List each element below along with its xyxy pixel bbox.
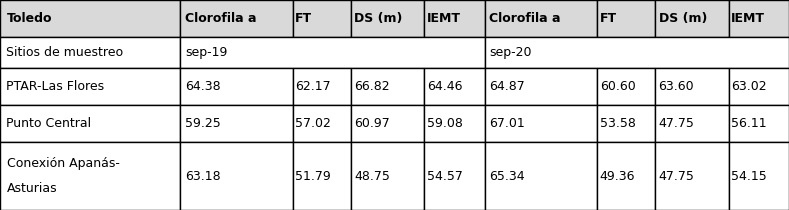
Bar: [484, 142, 596, 210]
Bar: [728, 68, 789, 105]
Text: Punto Central: Punto Central: [6, 117, 92, 130]
Bar: [424, 105, 484, 142]
Text: IEMT: IEMT: [731, 12, 765, 25]
Bar: [656, 0, 728, 37]
Bar: [0, 37, 181, 68]
Text: FT: FT: [600, 12, 617, 25]
Bar: [0, 142, 181, 210]
Text: 64.87: 64.87: [489, 80, 525, 93]
Text: Asturias: Asturias: [7, 182, 58, 195]
Text: 63.02: 63.02: [731, 80, 767, 93]
Text: 63.60: 63.60: [659, 80, 694, 93]
Text: 57.02: 57.02: [295, 117, 331, 130]
Text: 54.15: 54.15: [731, 169, 767, 182]
Text: Clorofila a: Clorofila a: [489, 12, 560, 25]
Bar: [181, 105, 293, 142]
Text: IEMT: IEMT: [427, 12, 461, 25]
Text: Conexión Apanás-: Conexión Apanás-: [7, 157, 120, 170]
Text: Toledo: Toledo: [6, 12, 52, 25]
Bar: [293, 105, 351, 142]
Bar: [596, 68, 656, 105]
Bar: [596, 105, 656, 142]
Text: 49.36: 49.36: [600, 169, 635, 182]
Bar: [293, 0, 351, 37]
Text: 47.75: 47.75: [659, 117, 694, 130]
Text: 53.58: 53.58: [600, 117, 635, 130]
Text: sep-20: sep-20: [489, 46, 532, 59]
Bar: [596, 142, 656, 210]
Bar: [596, 0, 656, 37]
Text: 65.34: 65.34: [489, 169, 525, 182]
Bar: [351, 105, 424, 142]
Text: Sitios de muestreo: Sitios de muestreo: [6, 46, 124, 59]
Bar: [293, 68, 351, 105]
Bar: [351, 0, 424, 37]
Bar: [656, 142, 728, 210]
Bar: [181, 142, 293, 210]
Text: 51.79: 51.79: [295, 169, 331, 182]
Text: 66.82: 66.82: [354, 80, 390, 93]
Bar: [351, 142, 424, 210]
Text: 64.38: 64.38: [185, 80, 220, 93]
Bar: [656, 105, 728, 142]
Bar: [351, 68, 424, 105]
Bar: [293, 142, 351, 210]
Bar: [0, 0, 181, 37]
Text: sep-19: sep-19: [185, 46, 227, 59]
Text: 60.97: 60.97: [354, 117, 390, 130]
Bar: [181, 37, 484, 68]
Text: 48.75: 48.75: [354, 169, 391, 182]
Text: 62.17: 62.17: [295, 80, 331, 93]
Text: 63.18: 63.18: [185, 169, 220, 182]
Text: PTAR-Las Flores: PTAR-Las Flores: [6, 80, 104, 93]
Text: 59.08: 59.08: [427, 117, 463, 130]
Text: 54.57: 54.57: [427, 169, 463, 182]
Bar: [656, 68, 728, 105]
Text: 64.46: 64.46: [427, 80, 462, 93]
Bar: [484, 68, 596, 105]
Text: Clorofila a: Clorofila a: [185, 12, 256, 25]
Text: FT: FT: [295, 12, 312, 25]
Bar: [484, 0, 596, 37]
Text: DS (m): DS (m): [354, 12, 402, 25]
Text: 60.60: 60.60: [600, 80, 635, 93]
Bar: [424, 68, 484, 105]
Bar: [728, 142, 789, 210]
Bar: [728, 105, 789, 142]
Text: 67.01: 67.01: [489, 117, 525, 130]
Bar: [484, 37, 789, 68]
Bar: [484, 105, 596, 142]
Bar: [0, 105, 181, 142]
Bar: [424, 0, 484, 37]
Bar: [181, 68, 293, 105]
Bar: [424, 142, 484, 210]
Text: 56.11: 56.11: [731, 117, 767, 130]
Bar: [181, 0, 293, 37]
Text: 47.75: 47.75: [659, 169, 694, 182]
Bar: [728, 0, 789, 37]
Bar: [0, 68, 181, 105]
Text: 59.25: 59.25: [185, 117, 221, 130]
Text: DS (m): DS (m): [659, 12, 707, 25]
